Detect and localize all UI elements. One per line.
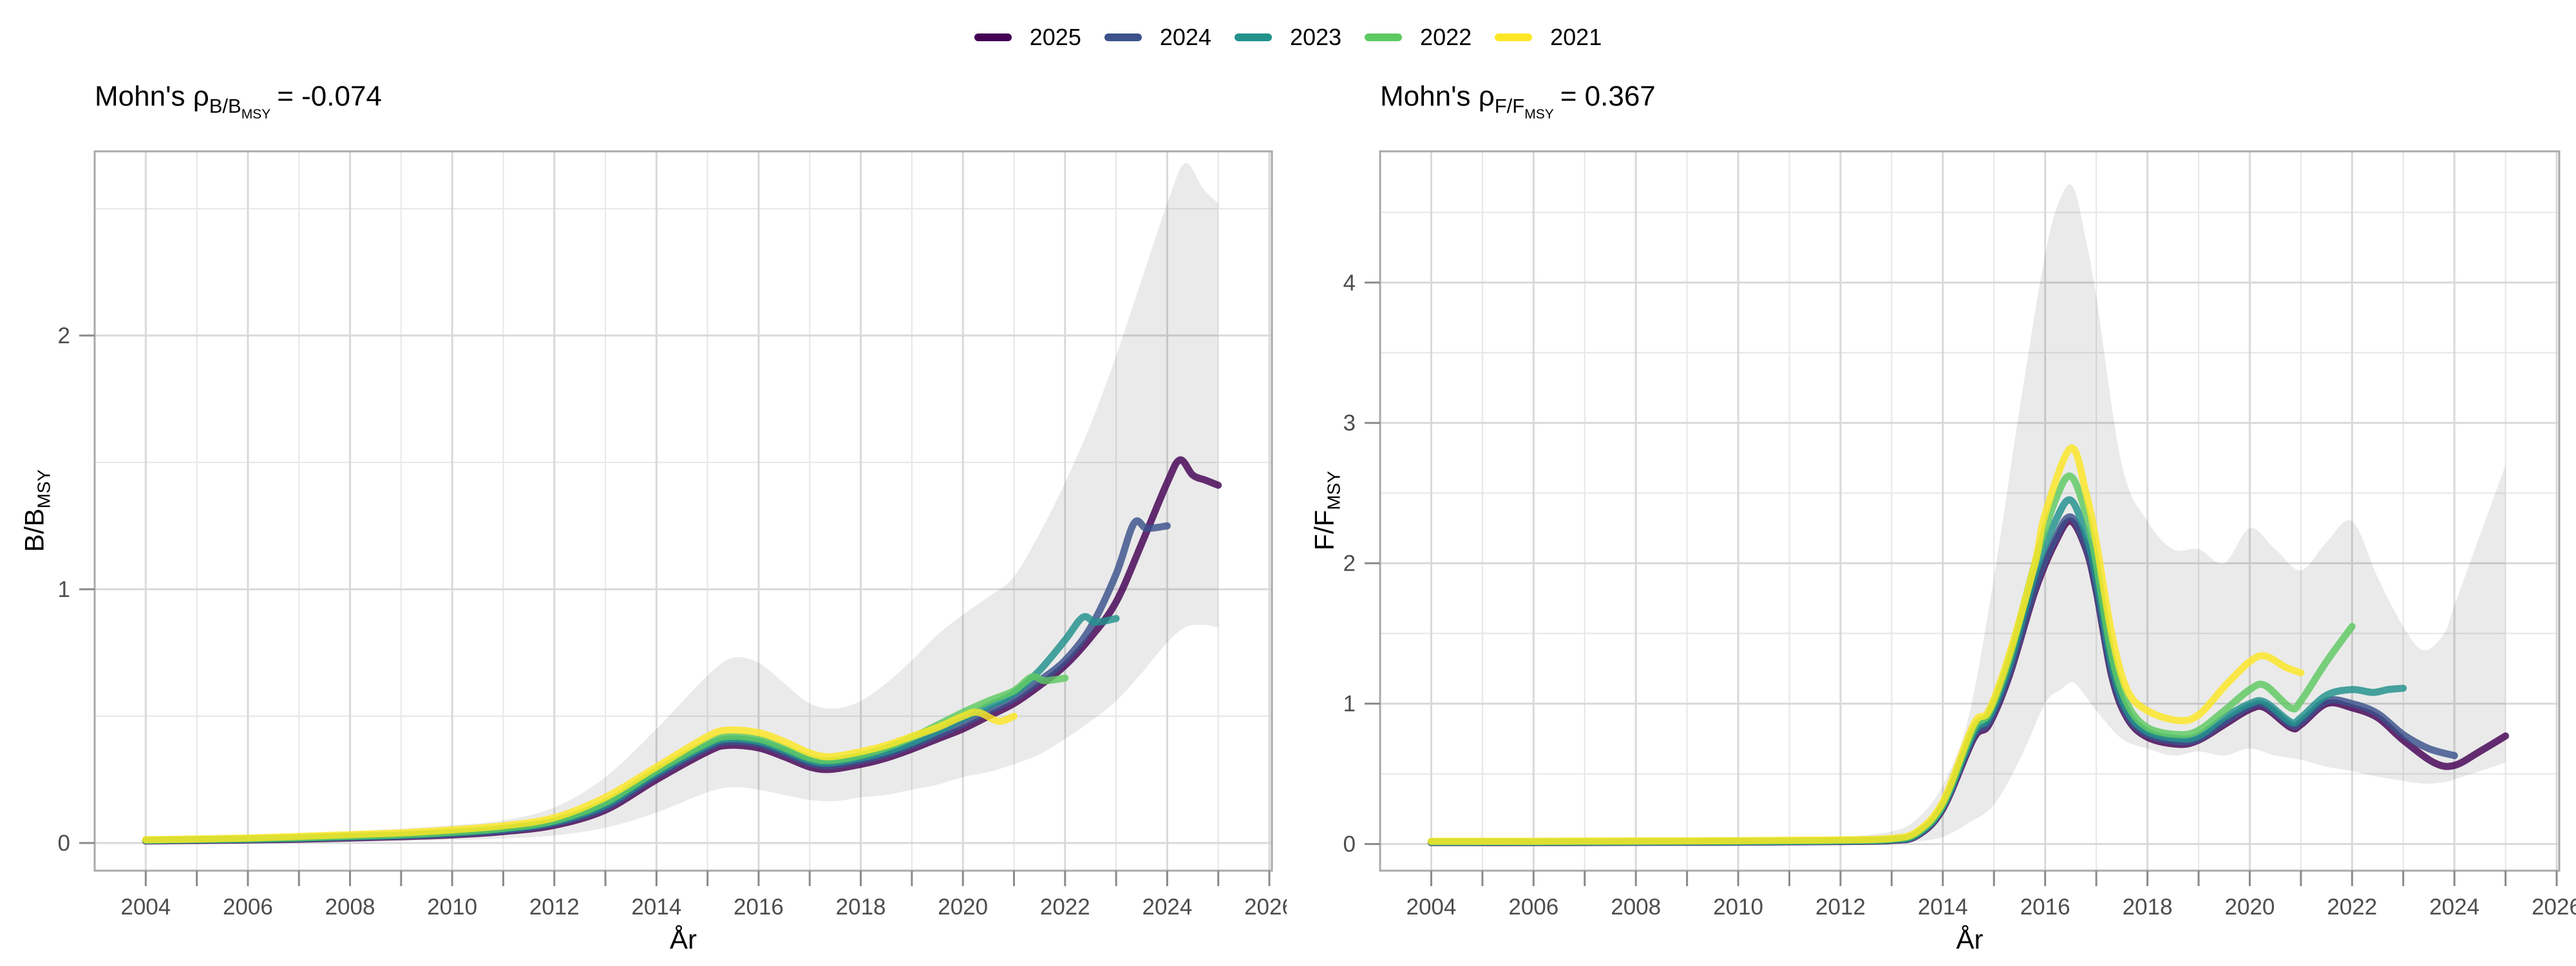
x-axis: 2004 2006 2008 2010 2012 2014 2016 2018 2020 2022… xyxy=(120,871,1287,920)
x-tick-label: 2008 xyxy=(1611,895,1661,920)
x-tick-label: 2012 xyxy=(529,895,580,920)
x-tick-label: 2006 xyxy=(1508,895,1558,920)
legend-label: 2024 xyxy=(1159,24,1211,50)
legend-swatch-2022 xyxy=(1365,33,1403,41)
x-tick-label: 2008 xyxy=(325,895,375,920)
y-axis-title-sub: MSY xyxy=(33,469,54,509)
x-tick-label: 2022 xyxy=(2327,895,2377,920)
title-subsub: MSY xyxy=(241,107,271,122)
title-subsub: MSY xyxy=(1524,107,1554,122)
x-axis: 2004 2006 2008 2010 2012 2014 2016 2018 2020 2022… xyxy=(1406,871,2576,920)
legend-label: 2025 xyxy=(1029,24,1081,50)
legend-label: 2021 xyxy=(1550,24,1602,50)
title-value: = -0.074 xyxy=(277,80,382,112)
x-tick-label: 2016 xyxy=(734,895,784,920)
x-tick-label: 2006 xyxy=(223,895,273,920)
x-tick-label: 2010 xyxy=(427,895,477,920)
x-tick-label: 2018 xyxy=(2123,895,2173,920)
y-axis-title-main: B/B xyxy=(19,508,50,553)
plot-title-f-fmsy: Mohn's ρF/FMSY = 0.367 xyxy=(1380,79,1656,123)
series-lines xyxy=(1427,444,2510,846)
series-lines xyxy=(142,456,1222,845)
x-tick-label: 2024 xyxy=(1142,895,1192,920)
panel-border xyxy=(1379,150,2561,872)
title-value: = 0.367 xyxy=(1560,80,1656,112)
x-tick-label: 2010 xyxy=(1713,895,1763,920)
y-tick-label: 2 xyxy=(58,323,70,348)
y-axis-title-main: F/F xyxy=(1309,509,1340,551)
legend-swatch-2021 xyxy=(1495,33,1533,41)
y-tick-label: 4 xyxy=(1343,270,1356,296)
plot-title-b-bmsy: Mohn's ρB/BMSY = -0.074 xyxy=(95,79,382,123)
confidence-ribbon xyxy=(146,162,1218,844)
x-tick-label: 2012 xyxy=(1815,895,1866,920)
chart-b-bmsy: 2004 2006 2008 2010 2012 2014 2016 2018 2020 2022… xyxy=(0,0,1287,966)
legend-item-2023: 2023 xyxy=(1234,24,1342,50)
x-tick-label: 2022 xyxy=(1040,895,1090,920)
x-tick-label: 2020 xyxy=(938,895,988,920)
gridlines xyxy=(95,151,1272,871)
y-tick-label: 1 xyxy=(58,577,70,602)
y-tick-label: 0 xyxy=(58,831,70,856)
title-sub: B/B xyxy=(209,95,242,117)
x-axis-title-left: År xyxy=(670,924,697,954)
y-axis: 0 1 2 xyxy=(58,323,95,856)
y-tick-label: 2 xyxy=(1343,551,1356,576)
y-tick-label: 1 xyxy=(1343,692,1356,717)
legend-item-2022: 2022 xyxy=(1365,26,1472,49)
y-axis: 0 1 2 3 4 xyxy=(1343,270,1380,857)
title-sub: F/F xyxy=(1494,95,1525,117)
x-tick-label: 2014 xyxy=(1918,895,1968,920)
title-prefix: Mohn's ρ xyxy=(95,80,209,112)
x-tick-label: 2026 xyxy=(1244,895,1287,920)
y-tick-label: 0 xyxy=(1343,832,1356,857)
legend-item-2024: 2024 xyxy=(1104,26,1211,49)
panel-border xyxy=(93,150,1273,872)
f-fmsy-plot-area: 2004 2006 2008 2010 2012 2014 2016 2018 2020 2022… xyxy=(1343,150,2576,920)
y-tick-label: 3 xyxy=(1343,411,1356,436)
x-tick-label: 2004 xyxy=(1406,895,1456,920)
legend: 2025 2024 2023 2022 2021 xyxy=(0,18,2576,57)
legend-swatch-2024 xyxy=(1104,33,1142,41)
y-axis-title-b-bmsy: B/BMSY xyxy=(19,469,55,552)
confidence-ribbon xyxy=(1431,184,2506,844)
y-axis-title-f-fmsy: F/FMSY xyxy=(1309,471,1345,551)
legend-swatch-2025 xyxy=(974,33,1012,41)
series-line-2021 xyxy=(142,708,1018,844)
x-tick-label: 2004 xyxy=(120,895,171,920)
series-line-2021 xyxy=(1427,444,2305,845)
x-tick-label: 2026 xyxy=(2532,895,2576,920)
x-tick-label: 2020 xyxy=(2224,895,2275,920)
legend-swatch-2023 xyxy=(1234,33,1272,41)
legend-item-2025: 2025 xyxy=(974,26,1081,49)
legend-item-2021: 2021 xyxy=(1495,26,1602,49)
x-tick-label: 2014 xyxy=(631,895,681,920)
x-tick-label: 2016 xyxy=(2020,895,2070,920)
x-axis-title-right: År xyxy=(1956,924,1984,954)
chart-f-fmsy: 2004 2006 2008 2010 2012 2014 2016 2018 2020 2022… xyxy=(1291,0,2576,966)
legend-label: 2023 xyxy=(1289,24,1342,50)
title-prefix: Mohn's ρ xyxy=(1380,80,1495,112)
legend-label: 2022 xyxy=(1420,24,1472,50)
x-tick-label: 2018 xyxy=(836,895,886,920)
y-axis-title-sub: MSY xyxy=(1323,471,1344,510)
x-tick-label: 2024 xyxy=(2429,895,2479,920)
b-bmsy-plot-area: 2004 2006 2008 2010 2012 2014 2016 2018 2020 2022… xyxy=(58,150,1287,920)
